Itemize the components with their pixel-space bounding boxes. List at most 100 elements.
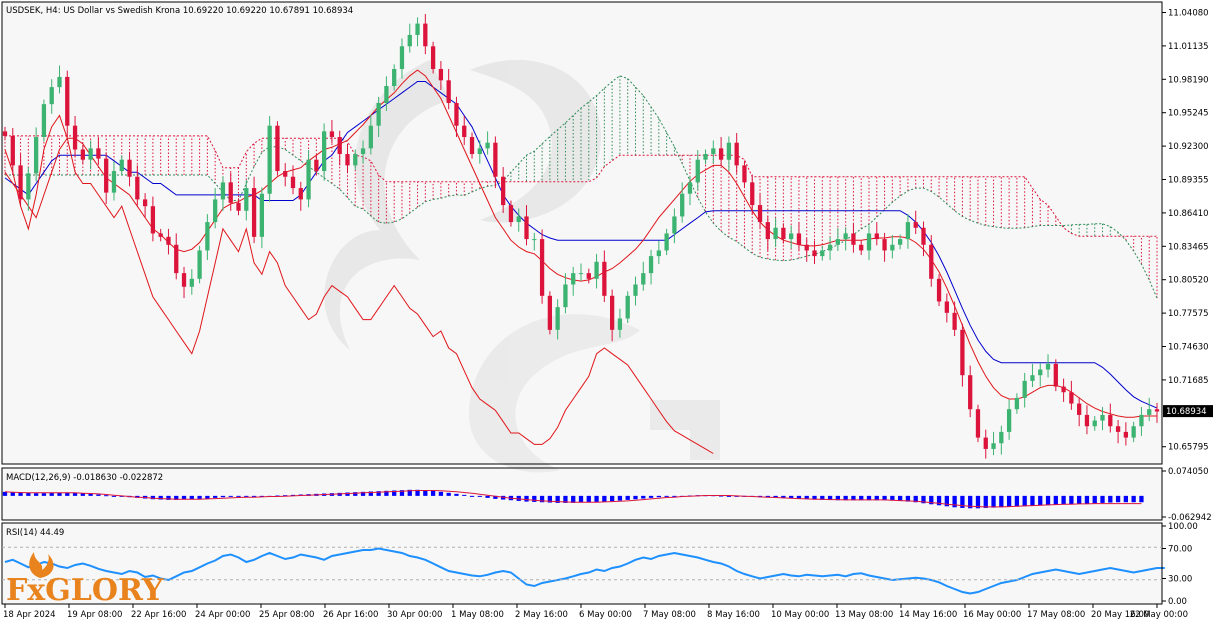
candle-body [1154,409,1160,412]
candle [345,144,350,174]
candle [423,13,428,55]
macd-bar [454,493,459,496]
flame-icon [29,552,54,578]
candle [1084,405,1090,435]
time-tick-label: 10 May 00:00 [771,610,829,620]
candle-body [571,273,576,285]
candle [968,365,973,418]
macd-bar [166,495,171,500]
candle [415,17,420,47]
macd-bar [1100,495,1105,503]
candle-body [72,125,78,150]
candle-body [228,182,233,203]
candle [493,136,498,189]
macd-bar [656,495,661,498]
candle [236,198,241,216]
candle-body [376,103,381,126]
price-panel-background [2,2,1162,464]
candle [244,180,249,221]
macd-bar [259,495,265,497]
candle-body [2,131,8,136]
candle [641,261,646,291]
price-tick-label: 10.74630 [1168,343,1209,353]
candle-body [851,233,856,245]
candle-body [174,244,179,274]
candle-body [469,137,475,155]
candle-body [820,250,825,257]
macd-bar [936,495,942,506]
macd-bar [205,495,210,499]
macd-bar [197,495,202,499]
candle [1115,420,1121,444]
candle-body [586,273,591,279]
candle-body [65,76,70,126]
candle [1006,399,1012,440]
candle [936,274,942,307]
rsi-axis: 100.00 70.00 30.00 0.00 [1162,522,1198,607]
candle-body [49,87,54,105]
candle-body [283,171,288,177]
macd-bar [952,495,957,508]
candle-body [306,159,311,200]
macd-bar [1139,495,1144,503]
macd-bar [890,495,895,501]
candle [547,291,553,335]
candle-body [617,318,623,330]
candle [897,234,903,250]
candle [680,182,685,223]
fxglory-logo: FxGLORY [4,548,164,608]
candle [757,193,763,229]
macd-bar [1069,495,1074,505]
candle-body [150,206,156,234]
candle [999,425,1004,455]
candle [399,38,405,79]
candle [104,152,109,204]
candle [617,308,623,338]
candle-body [656,250,661,257]
candle-body [1092,420,1097,427]
macd-bar [399,490,405,496]
macd-panel-background [2,468,1162,520]
candle [742,160,747,187]
candle-body [213,199,218,223]
candle [49,79,54,114]
macd-bar [283,495,288,497]
candle-body [929,244,934,279]
time-tick-label: 19 Apr 08:00 [67,610,122,620]
macd-bar [1123,495,1129,503]
macd-bar [438,491,444,496]
candle-body [695,159,700,183]
candle [314,155,319,176]
candle [508,200,514,227]
candle-body [415,23,420,35]
candle [913,210,918,234]
candle [283,163,288,187]
macd-bar [672,495,677,497]
candle [1038,363,1043,387]
candle [516,208,521,232]
candle [1108,403,1113,433]
candle-body [983,437,988,449]
candle-body [936,278,942,302]
candle [150,196,156,242]
rsi-tick-label: 0.00 [1168,597,1187,607]
candle [812,240,817,265]
time-tick-label: 25 Apr 08:00 [259,610,314,620]
time-tick-label: 16 May 00:00 [963,610,1021,620]
candle [96,137,101,165]
candle [773,218,778,248]
macd-bar [407,489,412,496]
macd-bar [33,493,39,496]
candle [88,140,93,170]
macd-bar [1022,495,1027,507]
candle [259,187,265,249]
candle-body [726,142,732,160]
candle [1100,406,1105,431]
macd-bar [360,491,366,496]
price-tick-label: 10.80520 [1168,276,1209,286]
candle-body [10,135,15,166]
candle-body [220,182,226,200]
macd-bar [594,495,599,502]
candle-body [57,76,62,88]
